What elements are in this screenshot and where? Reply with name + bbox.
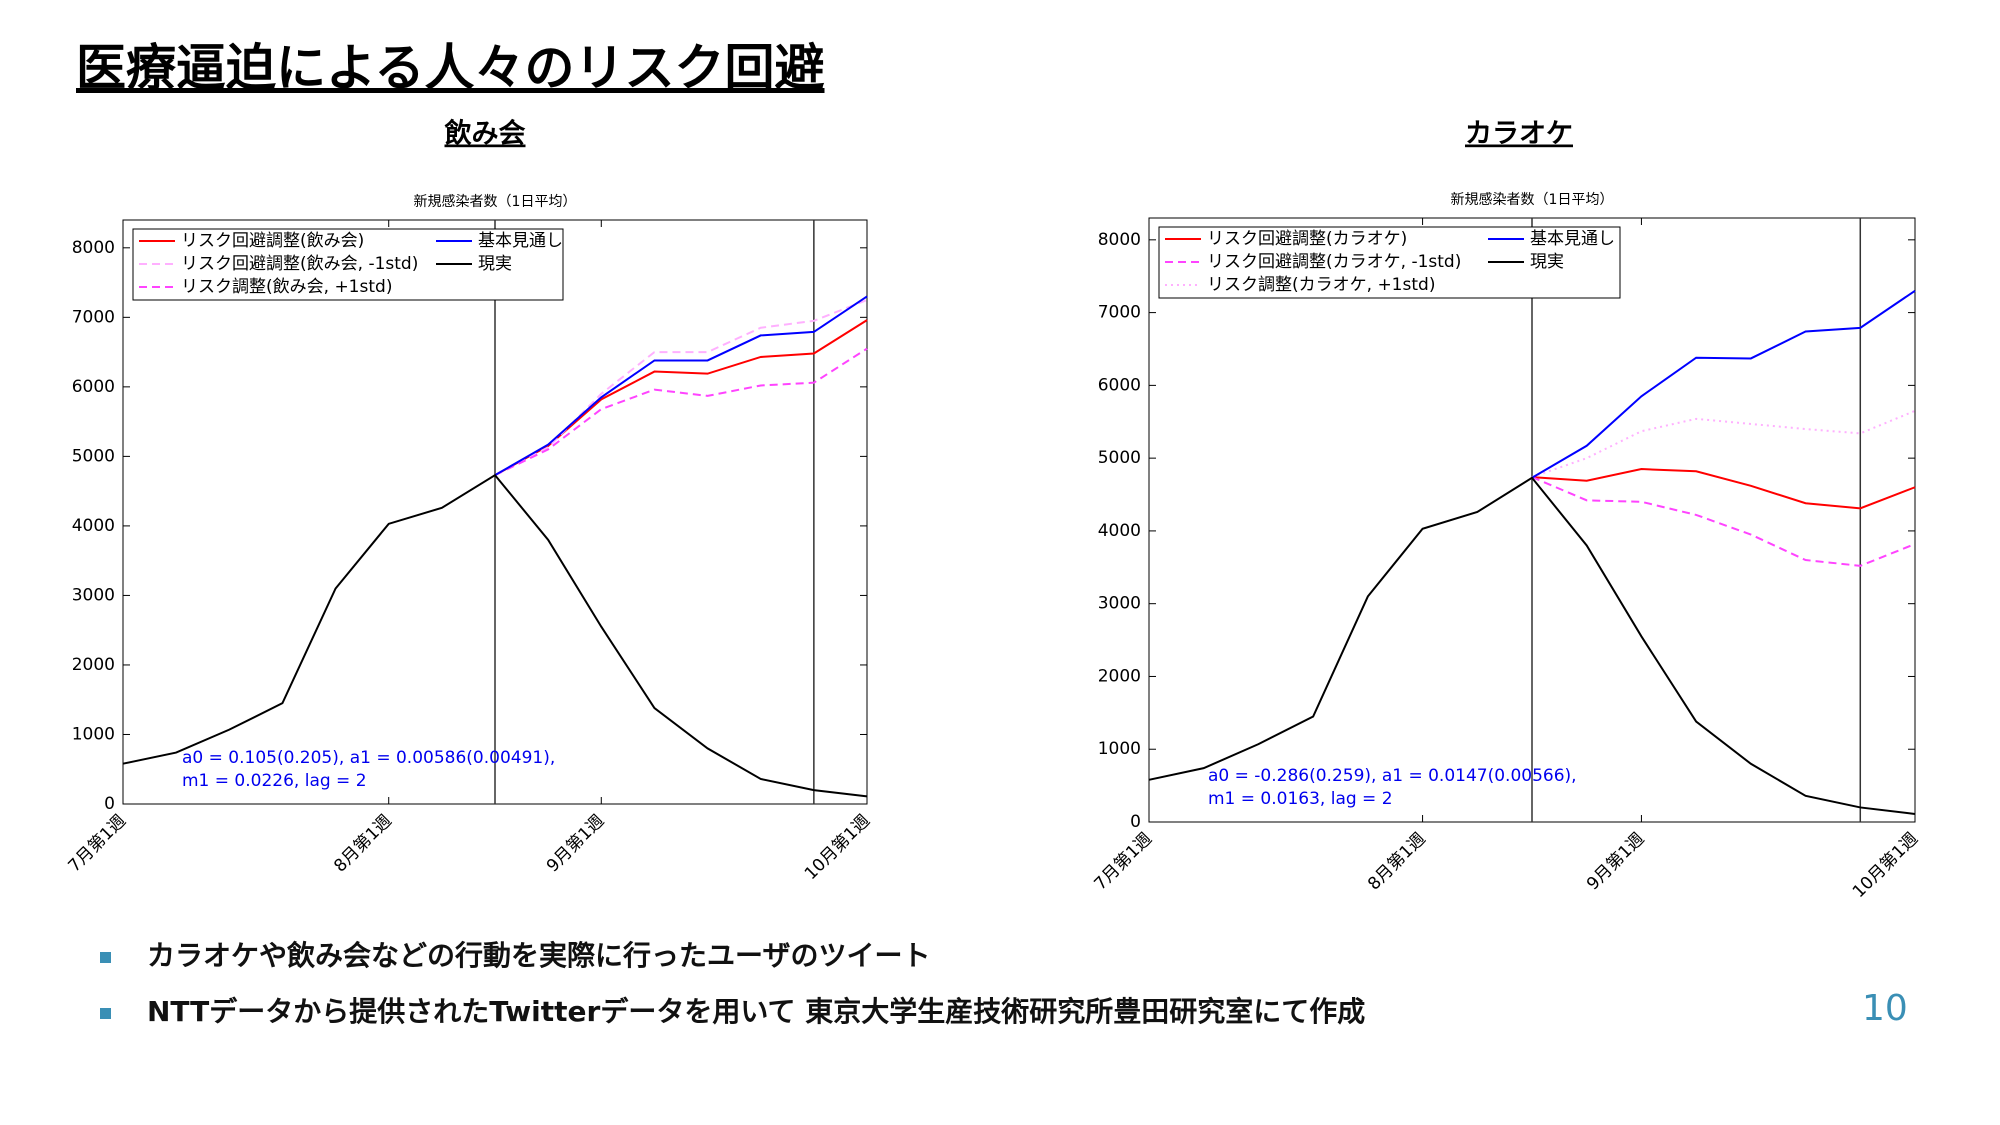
x-tick-label: 7月第1週 <box>1091 829 1157 895</box>
annotation: a0 = -0.286(0.259), a1 = 0.0147(0.00566)… <box>1208 766 1577 786</box>
legend-label: リスク回避調整(カラオケ, -1std) <box>1207 252 1461 272</box>
series-line <box>1148 476 1916 815</box>
bullet: NTTデータから提供されたTwitterデータを用いて 東京大学生産技術研究所豊… <box>100 991 1365 1047</box>
annotation: a0 = 0.105(0.205), a1 = 0.00586(0.00491)… <box>182 748 555 768</box>
legend-label: 現実 <box>1530 252 1564 272</box>
legend-label: 基本見通し <box>478 231 563 251</box>
legend-label: 基本見通し <box>1530 229 1615 249</box>
legend-label: リスク回避調整(カラオケ) <box>1207 229 1407 249</box>
legend-label: リスク調整(飲み会, +1std) <box>181 277 392 297</box>
legend: リスク回避調整(飲み会) リスク回避調整(飲み会, -1std) リスク調整(飲み会… <box>132 228 564 301</box>
legend-box <box>132 228 564 301</box>
x-tick-label: 10月第1週 <box>801 811 874 884</box>
y-tick-label: 2000 <box>72 655 115 675</box>
legend-label: 現実 <box>478 254 512 274</box>
chart-title: 新規感染者数（1日平均） <box>1451 191 1614 208</box>
series-line <box>494 299 868 477</box>
y-tick-label: 7000 <box>1098 303 1141 323</box>
chart-heading: 飲み会 <box>444 118 526 150</box>
x-tick-label: 10月第1週 <box>1849 829 1922 900</box>
annotation: m1 = 0.0226, lag = 2 <box>182 771 367 791</box>
series-line <box>1531 289 1916 479</box>
y-tick-label: 6000 <box>72 377 115 397</box>
page-number: 10 <box>1862 988 1908 1029</box>
series-line <box>122 473 868 798</box>
annotation: m1 = 0.0163, lag = 2 <box>1208 789 1393 809</box>
y-tick-label: 5000 <box>72 446 115 466</box>
x-tick-label: 8月第1週 <box>1364 829 1430 895</box>
legend: リスク回避調整(カラオケ) リスク回避調整(カラオケ, -1std) リスク調整(カ… <box>1158 226 1621 299</box>
series-line <box>1531 468 1916 510</box>
y-tick-label: 5000 <box>1098 448 1141 468</box>
legend-box <box>1158 226 1621 299</box>
chart-title: 新規感染者数（1日平均） <box>414 193 577 210</box>
bullet-list: カラオケや飲み会などの行動を実際に行ったユーザのツイート NTTデータから提供さ… <box>100 935 1365 1047</box>
y-tick-label: 8000 <box>1098 230 1141 250</box>
y-tick-label: 0 <box>104 794 115 814</box>
y-tick-label: 3000 <box>1098 594 1141 614</box>
slide-title: 医療逼迫による人々のリスク回避 <box>76 39 825 97</box>
legend-label: リスク回避調整(飲み会, -1std) <box>181 254 418 274</box>
y-tick-label: 8000 <box>72 238 115 258</box>
chart-heading: カラオケ <box>1465 119 1573 150</box>
y-tick-label: 6000 <box>1098 375 1141 395</box>
y-tick-label: 0 <box>1130 812 1141 832</box>
y-tick-label: 1000 <box>72 724 115 744</box>
x-tick-label: 9月第1週 <box>543 811 609 877</box>
x-tick-label: 7月第1週 <box>65 811 131 877</box>
y-tick-label: 1000 <box>1098 739 1141 759</box>
y-tick-label: 2000 <box>1098 666 1141 686</box>
y-tick-label: 3000 <box>72 585 115 605</box>
bullet: カラオケや飲み会などの行動を実際に行ったユーザのツイート <box>100 935 1365 991</box>
legend-label: リスク回避調整(飲み会) <box>181 231 364 251</box>
x-tick-label: 8月第1週 <box>330 811 396 877</box>
y-tick-label: 7000 <box>72 307 115 327</box>
y-tick-label: 4000 <box>72 516 115 536</box>
series-line <box>494 295 868 477</box>
legend-label: リスク調整(カラオケ, +1std) <box>1207 275 1435 295</box>
series-line <box>494 347 868 477</box>
series-line <box>1531 409 1916 479</box>
series-line <box>1531 476 1916 567</box>
x-tick-label: 9月第1週 <box>1583 829 1649 895</box>
y-tick-label: 4000 <box>1098 521 1141 541</box>
series-line <box>494 319 868 477</box>
